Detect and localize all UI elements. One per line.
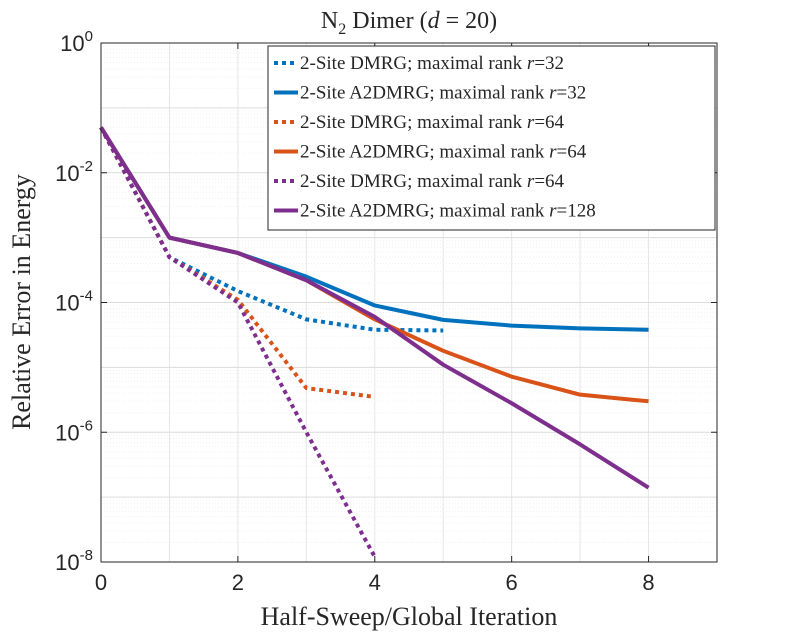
x-tick-label: 8 <box>642 570 654 595</box>
y-tick-exponent: -4 <box>80 288 93 305</box>
y-tick-label: 10-2 <box>55 158 93 186</box>
x-tick-label: 2 <box>232 570 244 595</box>
legend-entries: 2-Site DMRG; maximal rank r=322-Site A2D… <box>274 53 596 222</box>
legend-label-variable: r <box>549 201 557 222</box>
legend-label-text: 2-Site DMRG; maximal rank <box>300 171 527 192</box>
title-equation: = 20) <box>440 8 498 34</box>
y-tick-label: 10-6 <box>55 417 93 445</box>
legend-label-value: =64 <box>534 171 564 192</box>
x-tick-label: 0 <box>95 570 107 595</box>
legend-label-value: =128 <box>557 201 596 222</box>
y-tick-label: 100 <box>60 28 93 56</box>
x-tick-label: 6 <box>506 570 518 595</box>
legend: 2-Site DMRG; maximal rank r=322-Site A2D… <box>267 45 716 231</box>
series-line-5 <box>99 126 377 558</box>
legend-label-5: 2-Site DMRG; maximal rank r=64 <box>300 171 565 192</box>
chart-title: N2 Dimer (d = 20) <box>321 8 497 38</box>
legend-label-1: 2-Site DMRG; maximal rank r=32 <box>300 53 564 74</box>
legend-label-text: 2-Site DMRG; maximal rank <box>300 112 527 133</box>
x-axis-label: Half-Sweep/Global Iteration <box>261 602 558 631</box>
legend-label-text: 2-Site DMRG; maximal rank <box>300 53 527 74</box>
y-tick-exponent: -2 <box>80 158 93 175</box>
legend-label-value: =32 <box>557 83 587 104</box>
y-tick-base: 10 <box>55 550 79 575</box>
y-tick-exponent: -6 <box>80 417 93 434</box>
y-axis-label: Relative Error in Energy <box>7 174 36 430</box>
legend-label-text: 2-Site A2DMRG; maximal rank <box>300 83 549 104</box>
title-prefix: N <box>321 8 338 34</box>
legend-label-2: 2-Site A2DMRG; maximal rank r=32 <box>300 83 586 104</box>
legend-label-4: 2-Site A2DMRG; maximal rank r=64 <box>300 142 587 163</box>
x-tick-label: 4 <box>369 570 381 595</box>
title-variable: d <box>428 8 441 34</box>
legend-label-value: =64 <box>534 112 564 133</box>
legend-label-text: 2-Site A2DMRG; maximal rank <box>300 201 549 222</box>
y-tick-base: 10 <box>55 161 79 186</box>
y-tick-label: 10-4 <box>55 288 93 316</box>
legend-label-text: 2-Site A2DMRG; maximal rank <box>300 142 549 163</box>
legend-label-6: 2-Site A2DMRG; maximal rank r=128 <box>300 201 596 222</box>
y-tick-label: 10-8 <box>55 547 93 575</box>
title-suffix: Dimer ( <box>346 8 427 34</box>
legend-box <box>267 45 716 231</box>
y-tick-base: 10 <box>55 420 79 445</box>
legend-label-variable: r <box>549 83 557 104</box>
y-tick-exponent: -8 <box>80 547 93 564</box>
y-tick-exponent: 0 <box>85 28 93 45</box>
legend-label-variable: r <box>549 142 557 163</box>
y-tick-base: 10 <box>55 291 79 316</box>
legend-label-value: =64 <box>557 142 587 163</box>
legend-label-variable: r <box>527 53 535 74</box>
legend-label-value: =32 <box>534 53 564 74</box>
series-line-6 <box>99 126 650 490</box>
title-subscript: 2 <box>338 21 346 38</box>
legend-label-variable: r <box>527 171 535 192</box>
legend-label-3: 2-Site DMRG; maximal rank r=64 <box>300 112 565 133</box>
series-lines <box>99 126 650 558</box>
legend-label-variable: r <box>527 112 535 133</box>
y-tick-base: 10 <box>60 31 84 56</box>
